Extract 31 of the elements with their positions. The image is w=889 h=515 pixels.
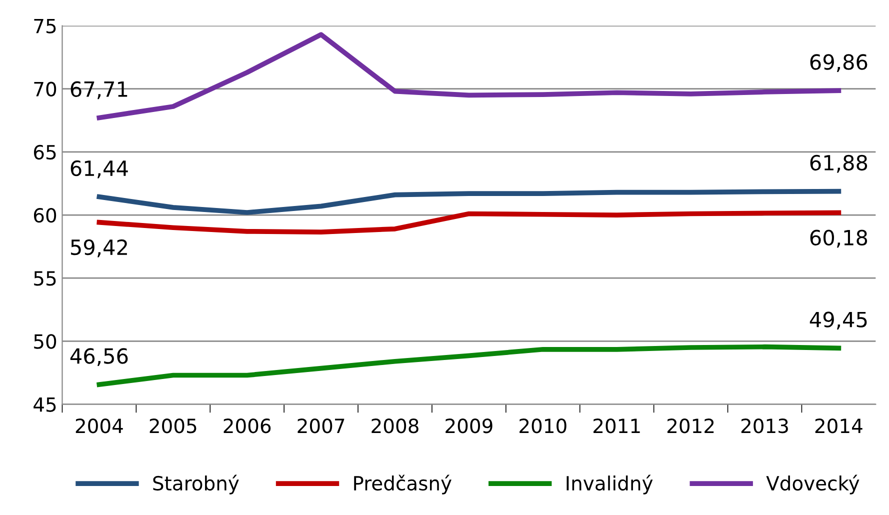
data-label: 67,71 [70,81,128,100]
data-label: 49,45 [810,312,867,330]
legend-label: Predčasný [354,474,452,494]
x-tick-label: 2013 [741,418,788,434]
y-tick-label: 50 [34,334,56,349]
x-tick-label: 2010 [520,418,566,434]
x-tick-label: 2007 [298,418,344,434]
line-series [96,188,842,215]
y-tick-label: 65 [34,144,56,160]
data-label: 61,88 [810,154,868,173]
y-tick-label: 60 [34,208,56,223]
data-label: 69,86 [810,54,868,72]
x-tick-label: 2005 [150,418,196,434]
y-tick-label: 55 [34,271,56,286]
x-tick-label: 2009 [446,418,492,434]
y-tick-label: 75 [34,18,56,34]
y-tick-label: 45 [34,397,56,412]
data-label: 59,42 [70,239,127,258]
data-label: 46,56 [70,348,128,366]
legend-label: Starobný [153,474,239,494]
x-tick-label: 2004 [76,418,123,434]
x-tick-label: 2012 [667,418,714,434]
x-tick-label: 2011 [594,418,640,434]
legend-label: Vdovecký [766,474,860,494]
data-label: 61,44 [70,160,128,178]
x-tick-label: 2006 [224,418,271,434]
x-tick-label: 2008 [372,418,418,434]
x-tick-label: 2014 [815,418,862,434]
y-tick-label: 70 [34,82,56,96]
legend-label: Invalidný [566,474,653,494]
data-label: 60,18 [810,230,868,248]
